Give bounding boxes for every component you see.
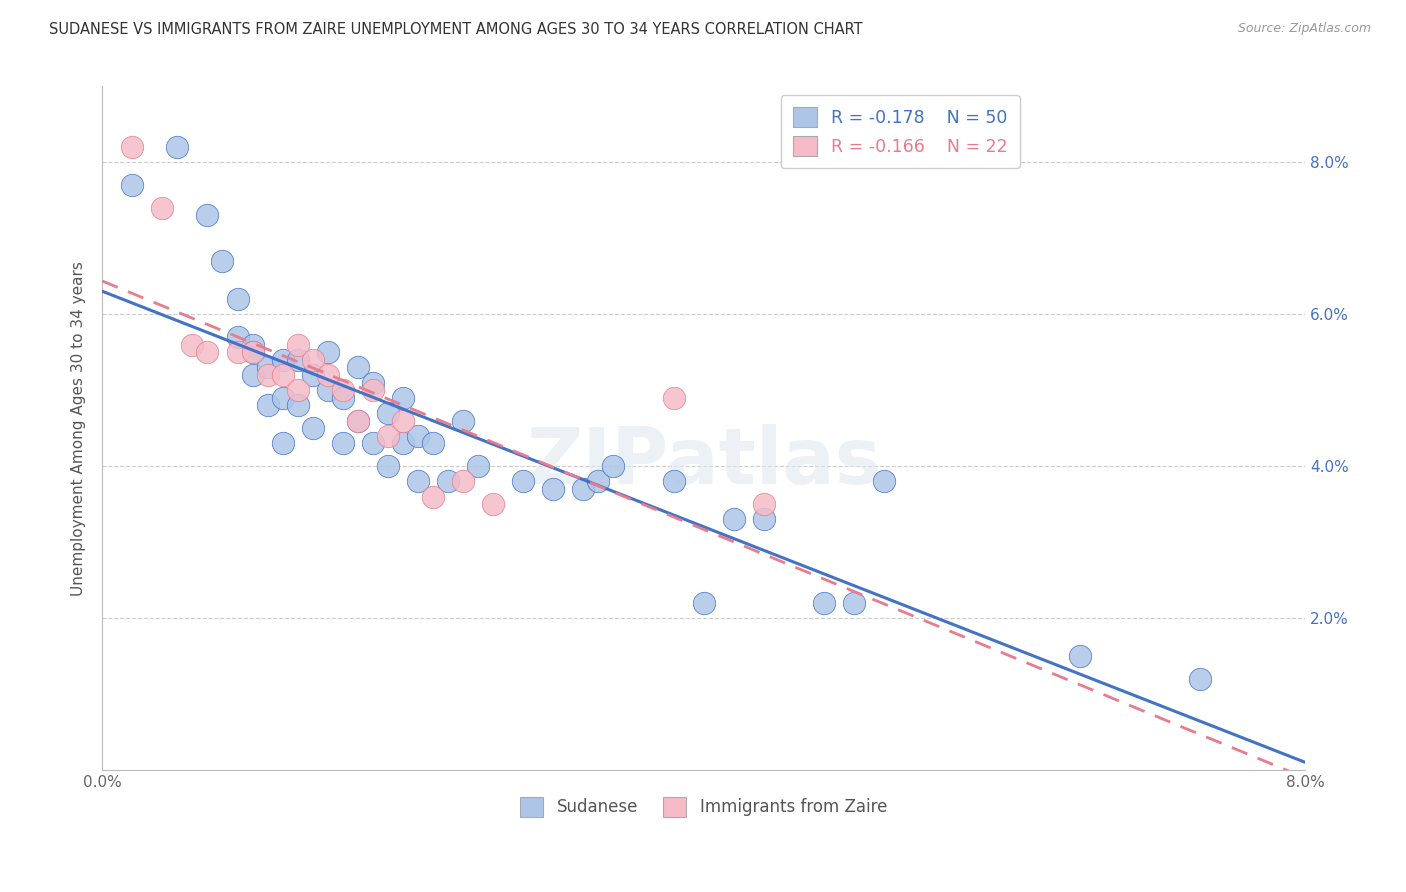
Point <box>256 368 278 382</box>
Point <box>332 391 354 405</box>
Point <box>242 337 264 351</box>
Point <box>121 178 143 193</box>
Point <box>361 383 384 397</box>
Point <box>271 436 294 450</box>
Point <box>752 497 775 511</box>
Point <box>287 383 309 397</box>
Point <box>422 490 444 504</box>
Point <box>197 345 219 359</box>
Text: SUDANESE VS IMMIGRANTS FROM ZAIRE UNEMPLOYMENT AMONG AGES 30 TO 34 YEARS CORRELA: SUDANESE VS IMMIGRANTS FROM ZAIRE UNEMPL… <box>49 22 863 37</box>
Point <box>242 368 264 382</box>
Point <box>662 391 685 405</box>
Point <box>346 360 368 375</box>
Point <box>813 596 835 610</box>
Point <box>316 383 339 397</box>
Point <box>271 391 294 405</box>
Y-axis label: Unemployment Among Ages 30 to 34 years: Unemployment Among Ages 30 to 34 years <box>72 260 86 596</box>
Text: Source: ZipAtlas.com: Source: ZipAtlas.com <box>1237 22 1371 36</box>
Point <box>662 475 685 489</box>
Point <box>543 482 565 496</box>
Point <box>377 459 399 474</box>
Point <box>451 414 474 428</box>
Point <box>723 512 745 526</box>
Point <box>602 459 624 474</box>
Point <box>392 391 415 405</box>
Point <box>422 436 444 450</box>
Point <box>467 459 489 474</box>
Text: ZIPatlas: ZIPatlas <box>526 425 882 500</box>
Point <box>346 414 368 428</box>
Point <box>361 436 384 450</box>
Point <box>377 429 399 443</box>
Point <box>406 475 429 489</box>
Point <box>211 254 233 268</box>
Point <box>226 330 249 344</box>
Point <box>842 596 865 610</box>
Point <box>166 140 188 154</box>
Point <box>287 398 309 412</box>
Point <box>242 345 264 359</box>
Point <box>392 436 415 450</box>
Point <box>377 406 399 420</box>
Point <box>392 414 415 428</box>
Point <box>181 337 204 351</box>
Point <box>271 352 294 367</box>
Point <box>1188 672 1211 686</box>
Point <box>242 345 264 359</box>
Point <box>121 140 143 154</box>
Legend: Sudanese, Immigrants from Zaire: Sudanese, Immigrants from Zaire <box>513 790 894 823</box>
Point <box>301 421 323 435</box>
Point <box>692 596 714 610</box>
Point <box>316 368 339 382</box>
Point <box>482 497 505 511</box>
Point <box>512 475 534 489</box>
Point <box>406 429 429 443</box>
Point <box>451 475 474 489</box>
Point <box>588 475 610 489</box>
Point <box>346 414 368 428</box>
Point <box>873 475 896 489</box>
Point <box>256 398 278 412</box>
Point <box>301 368 323 382</box>
Point <box>197 209 219 223</box>
Point <box>437 475 460 489</box>
Point <box>1069 648 1091 663</box>
Point <box>361 376 384 390</box>
Point <box>256 360 278 375</box>
Point <box>287 352 309 367</box>
Point <box>287 337 309 351</box>
Point <box>332 383 354 397</box>
Point <box>301 352 323 367</box>
Point <box>332 436 354 450</box>
Point <box>271 368 294 382</box>
Point <box>150 201 173 215</box>
Point <box>316 345 339 359</box>
Point <box>226 292 249 306</box>
Point <box>226 345 249 359</box>
Point <box>752 512 775 526</box>
Point <box>572 482 595 496</box>
